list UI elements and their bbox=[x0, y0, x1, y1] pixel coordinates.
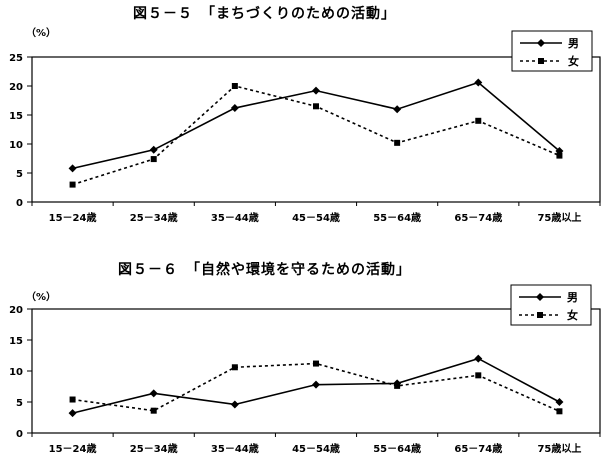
chart-title: 図５－６ 「自然や環境を守るための活動」 bbox=[118, 262, 411, 278]
data-point-diamond bbox=[474, 354, 483, 363]
data-point-square bbox=[394, 382, 401, 389]
x-tick-label: 25－34歳 bbox=[130, 211, 178, 224]
chart-figure-5-5: 図５－５ 「まちづくりのための活動」 （%） 0 5 10 15 20 25 15－24歳 2… bbox=[9, 6, 601, 224]
x-tick-label: 75歳以上 bbox=[537, 442, 581, 455]
legend: 男女 bbox=[510, 284, 592, 326]
y-tick-label: 5 bbox=[16, 398, 23, 409]
data-point-square bbox=[475, 372, 482, 379]
data-point-square bbox=[556, 408, 563, 415]
y-tick-label: 20 bbox=[9, 305, 23, 316]
legend-label: 男 bbox=[568, 37, 579, 50]
y-tick-label: 0 bbox=[16, 198, 23, 209]
legend-label: 女 bbox=[568, 54, 579, 68]
data-point-square bbox=[69, 181, 76, 188]
data-point-diamond bbox=[312, 380, 320, 389]
data-point-diamond bbox=[230, 400, 239, 409]
y-tick-label: 15 bbox=[9, 111, 23, 122]
y-tick-label: 15 bbox=[9, 336, 23, 347]
line-chart: 0 5 10 15 20 15－24歳 25－34歳 35－44歳 45－54歳 55－64歳 65… bbox=[9, 284, 601, 455]
series-line-male bbox=[72, 81, 560, 170]
data-point-diamond bbox=[393, 105, 402, 114]
x-tick-label: 65－74歳 bbox=[454, 211, 502, 224]
data-point-diamond bbox=[474, 78, 483, 87]
data-point-diamond bbox=[312, 86, 320, 95]
x-tick-label: 35－44歳 bbox=[211, 442, 259, 455]
y-tick-label: 25 bbox=[9, 53, 23, 64]
data-point-square bbox=[231, 83, 238, 89]
legend-marker-diamond bbox=[536, 293, 544, 301]
data-point-square bbox=[313, 360, 319, 367]
legend-box bbox=[511, 30, 593, 72]
plot-area bbox=[31, 56, 601, 203]
y-tick-label: 10 bbox=[9, 140, 23, 151]
plot-area bbox=[31, 308, 601, 434]
y-tick-label: 0 bbox=[16, 429, 23, 440]
x-tick-label: 75歳以上 bbox=[537, 211, 581, 224]
x-tick-label: 35－44歳 bbox=[211, 211, 259, 224]
data-point-diamond bbox=[149, 389, 158, 398]
data-point-square bbox=[231, 364, 238, 371]
data-point-diamond bbox=[68, 164, 77, 173]
legend-marker-square bbox=[537, 312, 543, 318]
x-tick-label: 25－34歳 bbox=[130, 442, 178, 455]
data-point-square bbox=[556, 152, 563, 159]
x-tick-label: 45－54歳 bbox=[292, 442, 340, 455]
y-axis-unit: （%） bbox=[26, 28, 57, 39]
x-tick-label: 55－64歳 bbox=[373, 442, 421, 455]
chart-title: 図５－５ 「まちづくりのための活動」 bbox=[133, 6, 396, 22]
data-point-diamond bbox=[230, 104, 239, 113]
series-line-female bbox=[72, 85, 560, 186]
y-tick-label: 5 bbox=[16, 169, 23, 180]
data-point-diamond bbox=[149, 145, 158, 154]
x-tick-label: 45－54歳 bbox=[292, 211, 340, 224]
legend-box bbox=[510, 284, 592, 326]
line-chart: 0 5 10 15 20 25 15－24歳 25－34歳 35－44歳 45－54歳 55－64歳… bbox=[9, 30, 601, 224]
x-tick-label: 65－74歳 bbox=[454, 442, 502, 455]
legend-label: 女 bbox=[567, 308, 578, 322]
x-tick-label: 15－24歳 bbox=[49, 442, 97, 455]
legend-label: 男 bbox=[567, 291, 578, 304]
chart-figure-5-6: 図５－６ 「自然や環境を守るための活動」 （%） 0 5 10 15 20 15－24歳 2… bbox=[0, 256, 609, 462]
legend-marker-diamond bbox=[537, 39, 545, 47]
data-point-square bbox=[69, 396, 76, 403]
data-point-square bbox=[313, 103, 319, 110]
y-axis-unit: （%） bbox=[26, 292, 57, 303]
legend-marker-square bbox=[538, 58, 544, 64]
data-point-diamond bbox=[68, 409, 77, 418]
data-point-square bbox=[150, 156, 157, 163]
data-point-square bbox=[150, 407, 157, 414]
legend: 男女 bbox=[511, 30, 593, 72]
data-point-square bbox=[475, 117, 482, 124]
y-tick-label: 20 bbox=[9, 82, 23, 93]
x-tick-label: 15－24歳 bbox=[49, 211, 97, 224]
data-point-diamond bbox=[555, 398, 564, 406]
data-point-square bbox=[394, 139, 401, 146]
y-tick-label: 10 bbox=[9, 367, 23, 378]
x-tick-label: 55－64歳 bbox=[373, 211, 421, 224]
